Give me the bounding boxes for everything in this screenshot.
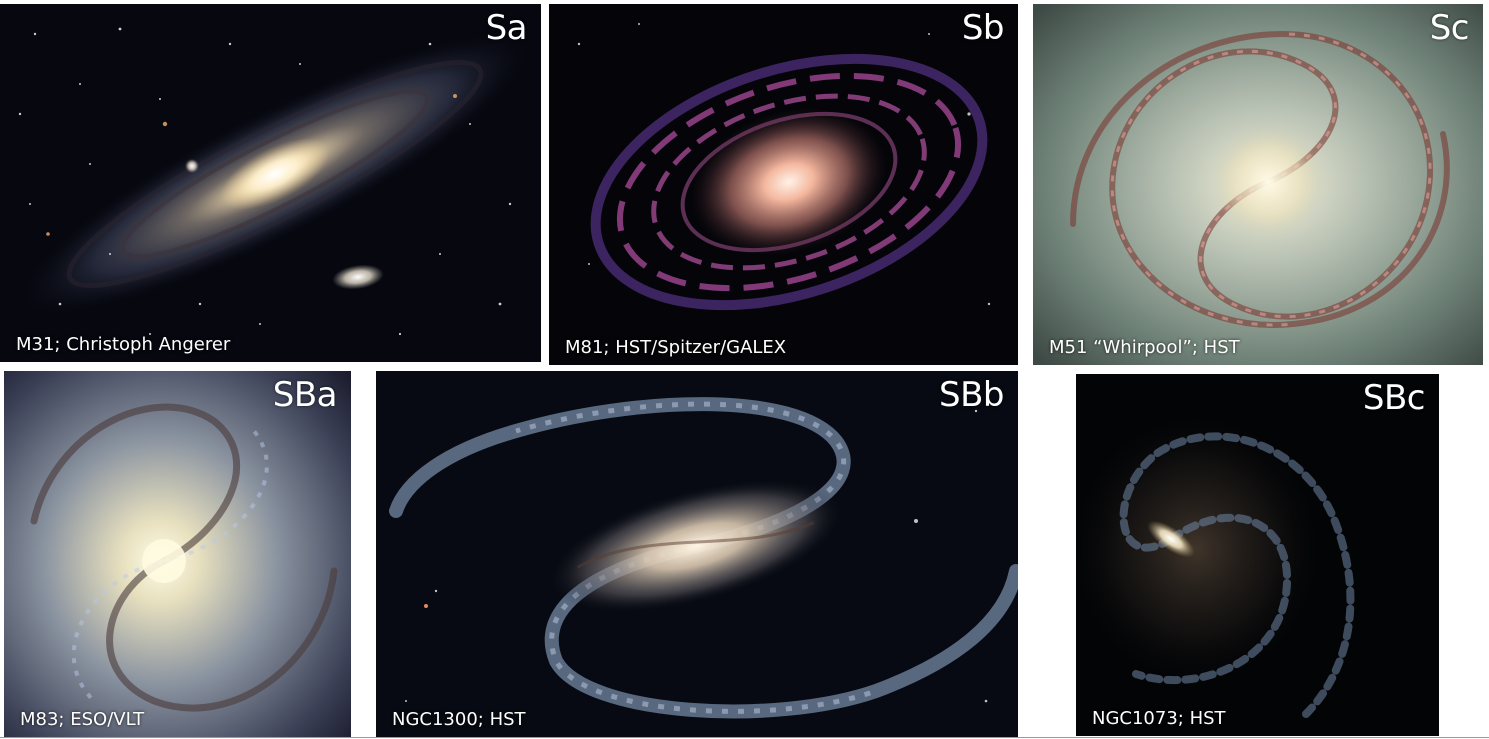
- galaxy-image-m31: [0, 4, 541, 362]
- image-credit: NGC1073; HST: [1092, 708, 1226, 730]
- galaxy-image-m81: [549, 4, 1018, 365]
- galaxy-type-label: Sb: [961, 8, 1005, 48]
- image-credit: M51 “Whirpool”; HST: [1049, 337, 1240, 359]
- galaxy-panel-sa: Sa M31; Christoph Angerer: [0, 4, 541, 362]
- galaxy-panel-sba: SBa M83; ESO/VLT: [4, 371, 351, 737]
- image-credit: NGC1300; HST: [392, 709, 526, 731]
- bottom-rule: [0, 737, 1489, 738]
- galaxy-panel-sb: Sb M81; HST/Spitzer/GALEX: [549, 4, 1018, 365]
- image-credit: M83; ESO/VLT: [20, 709, 145, 731]
- galaxy-type-label: SBa: [272, 375, 338, 415]
- galaxy-panel-sc: Sc M51 “Whirpool”; HST: [1033, 4, 1483, 365]
- galaxy-panel-sbc: SBc NGC1073; HST: [1076, 374, 1439, 736]
- galaxy-type-label: SBb: [939, 375, 1005, 415]
- galaxy-type-label: SBc: [1362, 378, 1426, 418]
- galaxy-type-label: Sc: [1429, 8, 1470, 48]
- galaxy-panel-sbb: SBb NGC1300; HST: [376, 371, 1018, 737]
- galaxy-image-m83: [4, 371, 351, 737]
- image-credit: M81; HST/Spitzer/GALEX: [565, 337, 787, 359]
- galaxy-image-ngc1073: [1076, 374, 1439, 736]
- galaxy-image-ngc1300: [376, 371, 1018, 737]
- galaxy-type-label: Sa: [485, 8, 528, 48]
- galaxy-image-m51: [1033, 4, 1483, 365]
- image-credit: M31; Christoph Angerer: [16, 334, 231, 356]
